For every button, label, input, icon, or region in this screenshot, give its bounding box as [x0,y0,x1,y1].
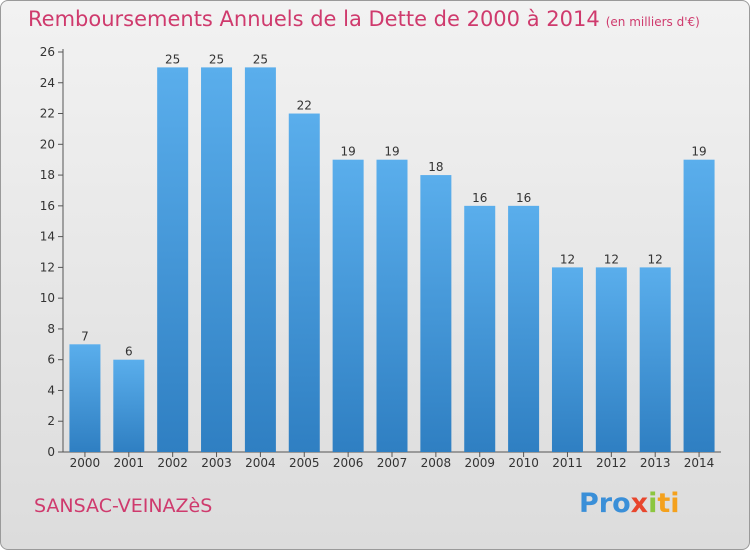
bar [69,344,101,452]
y-tick-label: 20 [40,137,55,151]
bar [157,67,189,452]
y-tick-label: 18 [40,168,55,182]
data-label: 12 [604,252,619,266]
data-label: 19 [384,145,399,159]
data-label: 16 [516,191,531,205]
data-label: 12 [648,252,663,266]
bar [508,205,540,452]
x-tick-label: 2013 [640,456,671,470]
data-label: 18 [428,160,443,174]
bar [639,267,671,452]
logo-part-1: Pro [579,488,631,519]
x-tick-label: 2000 [70,456,101,470]
y-tick-label: 16 [40,199,55,213]
data-label: 25 [253,52,268,66]
x-tick-label: 2004 [245,456,276,470]
bar [332,159,364,452]
y-tick-label: 4 [47,383,55,397]
data-label: 12 [560,252,575,266]
x-tick-label: 2009 [464,456,495,470]
data-label: 25 [209,52,224,66]
x-tick-label: 2002 [157,456,188,470]
town-name: SANSAC-VEINAZèS [34,495,213,517]
x-tick-label: 2014 [684,456,715,470]
logo-part-3: i [648,488,658,519]
x-tick-label: 2011 [552,456,583,470]
title-text: Remboursements Annuels de la Dette de 20… [28,7,600,31]
x-tick-label: 2005 [289,456,320,470]
y-tick-label: 6 [47,353,55,367]
x-tick-label: 2001 [114,456,145,470]
bar [113,359,145,452]
logo-part-4: ti [657,488,680,519]
data-label: 25 [165,52,180,66]
bar [464,205,496,452]
y-tick-label: 12 [40,260,55,274]
chart-title: Remboursements Annuels de la Dette de 20… [28,7,700,31]
bar [420,175,452,453]
x-tick-label: 2012 [596,456,627,470]
y-tick-label: 26 [40,45,55,59]
bar [595,267,627,452]
chart-subtitle: (en milliers d'€) [605,15,700,29]
x-tick-label: 2003 [201,456,232,470]
bar [683,159,715,452]
y-tick-label: 2 [47,414,55,428]
proxiti-logo: Proxiti [579,488,680,519]
data-label: 22 [297,99,312,113]
y-tick-label: 14 [40,230,55,244]
x-tick-label: 2010 [508,456,539,470]
x-tick-label: 2006 [333,456,364,470]
bar [376,159,408,452]
bar [201,67,233,452]
data-label: 7 [81,329,89,343]
bar [288,113,320,453]
bar [244,67,276,452]
data-label: 19 [340,145,355,159]
y-tick-label: 0 [47,445,55,459]
data-label: 19 [691,145,706,159]
x-tick-label: 2008 [421,456,452,470]
y-tick-label: 24 [40,76,55,90]
logo-part-2: x [630,488,649,519]
bar [551,267,583,452]
y-tick-label: 10 [40,291,55,305]
x-tick-label: 2007 [377,456,408,470]
data-label: 6 [125,345,133,359]
y-tick-label: 22 [40,107,55,121]
data-label: 16 [472,191,487,205]
y-tick-label: 8 [47,322,55,336]
